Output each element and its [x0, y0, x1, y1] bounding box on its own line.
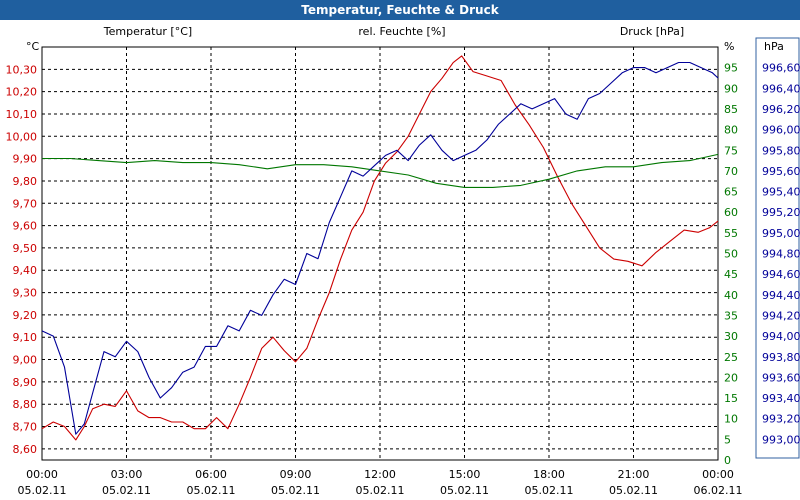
- humidity-tick-label: 55: [724, 227, 738, 240]
- x-tick-time: 21:00: [618, 468, 650, 481]
- pressure-tick-label: 995,00: [762, 227, 800, 240]
- temperature-series-line: [41, 55, 719, 441]
- humidity-axis-label: rel. Feuchte [%]: [358, 25, 445, 38]
- humidity-tick-label: 45: [724, 268, 738, 281]
- pressure-tick-label: 993,60: [762, 371, 800, 384]
- humidity-tick-label: 95: [724, 62, 738, 75]
- x-tick-time: 00:00: [702, 468, 734, 481]
- humidity-tick-label: 90: [724, 82, 738, 95]
- humidity-tick-label: 20: [724, 371, 738, 384]
- temperature-tick-label: 9,30: [13, 287, 38, 300]
- pressure-unit: hPa: [764, 40, 784, 53]
- grid: [42, 47, 718, 460]
- temperature-tick-label: 9,50: [13, 242, 38, 255]
- temperature-tick-label: 9,20: [13, 309, 38, 322]
- x-tick-time: 18:00: [533, 468, 565, 481]
- humidity-unit: %: [724, 40, 734, 53]
- temperature-tick-label: 9,00: [13, 354, 38, 367]
- x-tick-date: 05.02.11: [102, 484, 151, 497]
- humidity-tick-labels: 0 5 10 15 20 25 30 35 40 45 50 55 60 65 70 75 80 85 90 95: [724, 62, 738, 467]
- temperature-tick-labels: 8,60 8,70 8,80 8,90 9,00 9,10 9,20 9,30 9,40 9,50…: [6, 63, 38, 456]
- series-layer: [41, 55, 719, 441]
- x-tick-time: 09:00: [280, 468, 312, 481]
- temperature-tick-label: 10,20: [6, 86, 38, 99]
- pressure-tick-label: 996,40: [762, 82, 800, 95]
- x-tick-labels: 00:00 05.02.11 03:00 05.02.11 06:00 05.02.11 0…: [18, 468, 743, 497]
- x-tick-time: 00:00: [26, 468, 58, 481]
- humidity-tick-label: 40: [724, 289, 738, 302]
- x-tick-date: 05.02.11: [271, 484, 320, 497]
- chart: Temperatur [°C] rel. Feuchte [%] Druck […: [6, 25, 800, 497]
- temperature-tick-label: 9,60: [13, 220, 38, 233]
- temperature-tick-label: 9,40: [13, 264, 38, 277]
- humidity-tick-label: 70: [724, 165, 738, 178]
- x-tick-date: 06.02.11: [694, 484, 743, 497]
- temperature-tick-label: 9,70: [13, 197, 38, 210]
- pressure-tick-label: 993,20: [762, 413, 800, 426]
- x-tick-date: 05.02.11: [440, 484, 489, 497]
- pressure-tick-label: 993,80: [762, 351, 800, 364]
- pressure-tick-label: 995,80: [762, 144, 800, 157]
- x-tick-time: 03:00: [111, 468, 143, 481]
- temperature-tick-label: 8,60: [13, 443, 38, 456]
- pressure-tick-label: 995,60: [762, 165, 800, 178]
- pressure-tick-label: 994,60: [762, 268, 800, 281]
- humidity-tick-label: 30: [724, 330, 738, 343]
- temperature-axis-label: Temperatur [°C]: [103, 25, 192, 38]
- plot-area: [41, 46, 719, 461]
- temperature-tick-label: 9,90: [13, 153, 38, 166]
- temperature-tick-label: 10,30: [6, 63, 38, 76]
- temperature-tick-label: 8,90: [13, 376, 38, 389]
- x-tick-time: 12:00: [364, 468, 396, 481]
- x-tick-date: 05.02.11: [18, 484, 67, 497]
- humidity-tick-label: 80: [724, 124, 738, 137]
- temperature-tick-label: 9,10: [13, 331, 38, 344]
- x-tick-time: 06:00: [195, 468, 227, 481]
- pressure-tick-label: 994,20: [762, 309, 800, 322]
- pressure-tick-label: 993,40: [762, 392, 800, 405]
- pressure-tick-label: 994,40: [762, 289, 800, 302]
- x-tick-time: 15:00: [449, 468, 481, 481]
- humidity-tick-label: 60: [724, 206, 738, 219]
- pressure-tick-labels: 993,00 993,20 993,40 993,60 993,80 994,00 994,…: [762, 62, 800, 447]
- x-tick-date: 05.02.11: [609, 484, 658, 497]
- temperature-tick-label: 8,80: [13, 398, 38, 411]
- pressure-tick-label: 995,40: [762, 186, 800, 199]
- temperature-tick-label: 9,80: [13, 175, 38, 188]
- temperature-tick-label: 10,00: [6, 130, 38, 143]
- humidity-tick-label: 0: [724, 454, 731, 467]
- x-tick-date: 05.02.11: [187, 484, 236, 497]
- pressure-tick-label: 996,20: [762, 103, 800, 116]
- pressure-axis-border: [755, 37, 800, 459]
- x-tick-date: 05.02.11: [356, 484, 405, 497]
- pressure-tick-label: 996,00: [762, 124, 800, 137]
- humidity-tick-label: 15: [724, 392, 738, 405]
- window-title: Temperatur, Feuchte & Druck: [0, 0, 800, 20]
- pressure-tick-label: 995,20: [762, 206, 800, 219]
- pressure-tick-label: 994,00: [762, 330, 800, 343]
- humidity-tick-label: 50: [724, 248, 738, 261]
- pressure-tick-label: 994,80: [762, 248, 800, 261]
- humidity-tick-label: 65: [724, 186, 738, 199]
- humidity-tick-label: 35: [724, 309, 738, 322]
- humidity-tick-label: 25: [724, 351, 738, 364]
- temperature-tick-label: 10,10: [6, 108, 38, 121]
- pressure-tick-label: 993,00: [762, 433, 800, 446]
- humidity-tick-label: 5: [724, 433, 731, 446]
- humidity-tick-label: 85: [724, 103, 738, 116]
- pressure-axis-label: Druck [hPa]: [620, 25, 684, 38]
- humidity-tick-label: 10: [724, 413, 738, 426]
- pressure-tick-label: 996,60: [762, 62, 800, 75]
- temperature-unit: °C: [26, 40, 40, 53]
- x-tick-date: 05.02.11: [525, 484, 574, 497]
- pressure-series-line: [41, 61, 719, 435]
- humidity-tick-label: 75: [724, 144, 738, 157]
- temperature-tick-label: 8,70: [13, 421, 38, 434]
- humidity-series-line: [42, 153, 719, 188]
